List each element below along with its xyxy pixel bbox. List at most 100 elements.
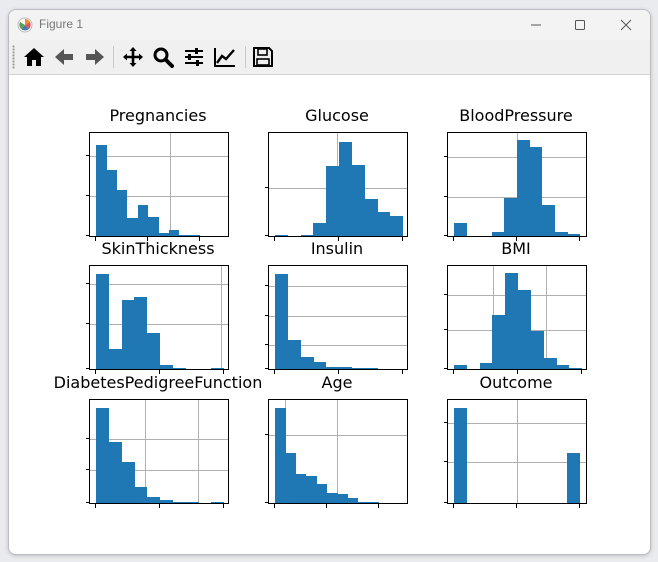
histogram-bar	[530, 331, 544, 369]
x-axis-tick	[453, 370, 454, 374]
x-axis-tick	[516, 237, 517, 241]
histogram-title: Outcome	[479, 373, 553, 392]
histogram-bar	[339, 142, 352, 236]
y-axis-tick	[265, 368, 268, 369]
histogram-panel	[268, 132, 408, 237]
figure-canvas[interactable]: Pregnancies Glucose BloodPressure SkinThick…	[9, 75, 650, 554]
x-axis-tick	[95, 237, 96, 241]
close-button[interactable]	[603, 10, 649, 40]
histogram-title: Age	[321, 373, 353, 392]
histogram-bar	[454, 223, 467, 236]
y-axis-tick	[86, 502, 89, 503]
title-bar[interactable]: Figure 1	[9, 10, 650, 40]
histogram-bar	[313, 223, 327, 236]
home-button[interactable]	[21, 44, 47, 70]
histogram-bar	[137, 205, 149, 236]
gridline-horizontal	[269, 345, 407, 346]
x-axis-tick	[274, 370, 275, 374]
histogram-bar	[492, 315, 506, 369]
x-axis-tick	[338, 370, 339, 374]
histogram-bar	[504, 198, 518, 236]
x-axis-tick	[223, 370, 224, 374]
x-axis-tick	[338, 237, 339, 241]
x-axis-tick	[402, 237, 403, 241]
histogram-title: DiabetesPedigreeFunction	[53, 373, 263, 392]
customize-button[interactable]	[212, 44, 238, 70]
y-axis-tick	[265, 187, 268, 188]
minimize-button[interactable]	[513, 10, 559, 40]
pan-button[interactable]	[120, 44, 146, 70]
y-axis-tick	[444, 422, 447, 423]
histogram-title: SkinThickness	[101, 239, 215, 258]
y-axis-tick	[86, 438, 89, 439]
histogram-bar	[179, 235, 190, 236]
x-axis-tick	[581, 370, 582, 374]
histogram-bar	[543, 358, 557, 369]
histogram-bar	[172, 502, 186, 503]
x-axis-tick	[159, 504, 160, 508]
histogram-bar	[327, 493, 338, 503]
histogram-bar	[287, 340, 301, 369]
x-axis-tick	[402, 370, 403, 374]
back-button[interactable]	[51, 44, 77, 70]
histogram-bar	[306, 476, 317, 503]
gridline-vertical	[198, 400, 199, 503]
histogram-bar	[295, 474, 307, 503]
histogram-bar	[172, 368, 186, 369]
y-axis-tick	[86, 195, 89, 196]
histogram-bar	[147, 497, 161, 503]
histogram-bar	[185, 502, 199, 503]
toolbar-grip[interactable]	[12, 45, 15, 69]
histogram-bar	[351, 165, 365, 236]
subplots-icon	[185, 48, 203, 66]
histogram-bar	[300, 235, 314, 236]
y-axis-tick	[265, 235, 268, 236]
zoom-icon	[153, 47, 174, 68]
histogram-panel	[268, 399, 408, 504]
gridline-horizontal	[90, 156, 228, 157]
histogram-bar	[134, 297, 148, 369]
gridline-horizontal	[90, 470, 228, 471]
histogram-bar	[211, 368, 225, 369]
histogram-bar	[313, 362, 327, 369]
forward-button[interactable]	[82, 44, 108, 70]
x-axis-tick	[326, 504, 327, 508]
gridline-horizontal	[269, 316, 407, 317]
zoom-button[interactable]	[150, 44, 176, 70]
histogram-bar	[337, 494, 348, 503]
histogram-bar	[358, 502, 369, 503]
y-axis-tick	[444, 196, 447, 197]
histogram-bar	[454, 408, 467, 503]
histogram-bar	[285, 453, 296, 503]
forward-icon	[86, 49, 104, 65]
y-axis-tick	[265, 315, 268, 316]
histogram-title: Insulin	[310, 239, 364, 258]
x-axis-tick	[95, 370, 96, 374]
subplots-button[interactable]	[181, 44, 207, 70]
gridline-vertical	[145, 400, 146, 503]
histogram-bar	[147, 333, 161, 369]
maximize-button[interactable]	[557, 10, 603, 40]
gridline-vertical	[337, 400, 338, 503]
figure-window: Figure 1	[8, 9, 651, 555]
navigation-toolbar	[9, 40, 650, 75]
y-axis-tick	[444, 156, 447, 157]
histogram-bar	[108, 349, 122, 369]
matplotlib-icon	[17, 17, 33, 33]
save-button[interactable]	[250, 44, 276, 70]
gridline-vertical	[170, 133, 171, 236]
histogram-bar	[148, 217, 159, 236]
x-axis-tick	[274, 237, 275, 241]
histogram-bar	[189, 235, 201, 236]
histogram-bar	[96, 408, 109, 503]
minimize-icon	[531, 24, 541, 26]
y-axis-tick	[444, 235, 447, 236]
y-axis-tick	[86, 323, 89, 324]
histogram-bar	[275, 274, 288, 369]
histogram-bar	[351, 368, 365, 369]
histogram-bar	[275, 408, 286, 503]
histogram-bar	[116, 190, 128, 236]
x-axis-tick	[517, 370, 518, 374]
histogram-bar	[491, 232, 505, 236]
histogram-title: Glucose	[305, 106, 369, 125]
